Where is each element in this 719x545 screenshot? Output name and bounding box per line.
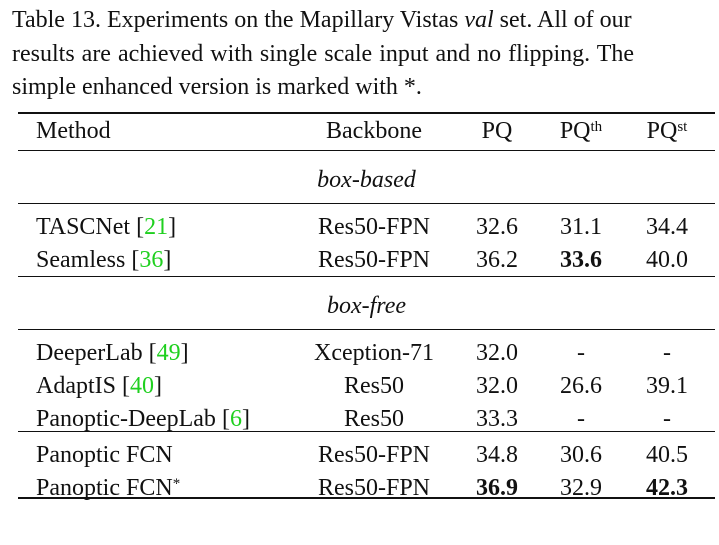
backbone-cell: Res50-FPN xyxy=(317,247,431,273)
section-rule xyxy=(18,203,715,204)
pqst-cell: - xyxy=(663,340,671,366)
top-rule xyxy=(18,112,715,114)
header-pqst: PQst xyxy=(646,118,688,144)
citation-link[interactable]: 21 xyxy=(144,214,169,240)
pq-cell: 36.2 xyxy=(476,247,518,273)
header-row: Method Backbone PQ PQth PQst xyxy=(0,115,719,147)
table-row: TASCNet [21] Res50-FPN 32.6 31.1 34.4 xyxy=(0,211,719,243)
pq-cell: 32.0 xyxy=(476,340,518,366)
pqth-cell: - xyxy=(577,340,585,366)
backbone-cell: Res50 xyxy=(344,373,404,399)
caption-line-1: Table 13. Experiments on the Mapillary V… xyxy=(12,7,632,33)
header-method: Method xyxy=(36,118,111,144)
header-pq: PQ xyxy=(481,118,513,144)
section-rule xyxy=(18,431,715,432)
method-cell: TASCNet [21] xyxy=(36,214,177,240)
method-cell: Seamless [36] xyxy=(36,247,172,273)
header-rule xyxy=(18,150,715,151)
section-rule xyxy=(18,276,715,277)
table-row: Panoptic FCN Res50-FPN 34.8 30.6 40.5 xyxy=(0,439,719,471)
method-cell: Panoptic-DeepLab [6] xyxy=(36,406,250,432)
backbone-cell: Res50-FPN xyxy=(317,475,431,501)
pq-cell: 32.6 xyxy=(476,214,518,240)
pq-cell: 33.3 xyxy=(476,406,518,432)
header-backbone: Backbone xyxy=(326,118,422,144)
pqth-cell: 31.1 xyxy=(560,214,602,240)
table-row: AdaptIS [40] Res50 32.0 26.6 39.1 xyxy=(0,370,719,402)
pqth-cell: 33.6 xyxy=(560,247,602,273)
table-row: DeeperLab [49] Xception-71 32.0 - - xyxy=(0,337,719,369)
section-title: box-based xyxy=(317,167,416,193)
citation-link[interactable]: 36 xyxy=(139,247,164,273)
pqth-cell: - xyxy=(577,406,585,432)
pqst-cell: 39.1 xyxy=(646,373,688,399)
table-row: Seamless [36] Res50-FPN 36.2 33.6 40.0 xyxy=(0,244,719,276)
section-title: box-free xyxy=(326,293,407,319)
backbone-cell: Res50-FPN xyxy=(317,442,431,468)
bottom-rule xyxy=(18,497,715,499)
header-pqth: PQth xyxy=(559,118,603,144)
pqth-cell: 26.6 xyxy=(560,373,602,399)
pqth-cell: 32.9 xyxy=(560,475,602,501)
method-cell: Panoptic FCN* xyxy=(36,475,181,501)
caption-line-3: simple enhanced version is marked with *… xyxy=(12,74,422,100)
pq-cell: 32.0 xyxy=(476,373,518,399)
method-cell: Panoptic FCN xyxy=(36,442,173,468)
backbone-cell: Xception-71 xyxy=(314,340,434,366)
table-row: Panoptic-DeepLab [6] Res50 33.3 - - xyxy=(0,403,719,435)
pq-cell: 34.8 xyxy=(476,442,518,468)
pqst-cell: 42.3 xyxy=(646,475,688,501)
backbone-cell: Res50-FPN xyxy=(317,214,431,240)
method-cell: AdaptIS [40] xyxy=(36,373,162,399)
pqst-cell: 40.0 xyxy=(646,247,688,273)
pqst-cell: 40.5 xyxy=(646,442,688,468)
caption-line-2: results are achieved with single scale i… xyxy=(12,41,635,67)
citation-link[interactable]: 6 xyxy=(229,406,242,432)
section-rule xyxy=(18,329,715,330)
method-cell: DeeperLab [49] xyxy=(36,340,189,366)
pqst-cell: - xyxy=(663,406,671,432)
table-row: Panoptic FCN* Res50-FPN 36.9 32.9 42.3 xyxy=(0,472,719,504)
pq-cell: 36.9 xyxy=(476,475,518,501)
pqth-cell: 30.6 xyxy=(560,442,602,468)
pqst-cell: 34.4 xyxy=(646,214,688,240)
backbone-cell: Res50 xyxy=(344,406,404,432)
citation-link[interactable]: 49 xyxy=(156,340,181,366)
citation-link[interactable]: 40 xyxy=(130,373,154,399)
